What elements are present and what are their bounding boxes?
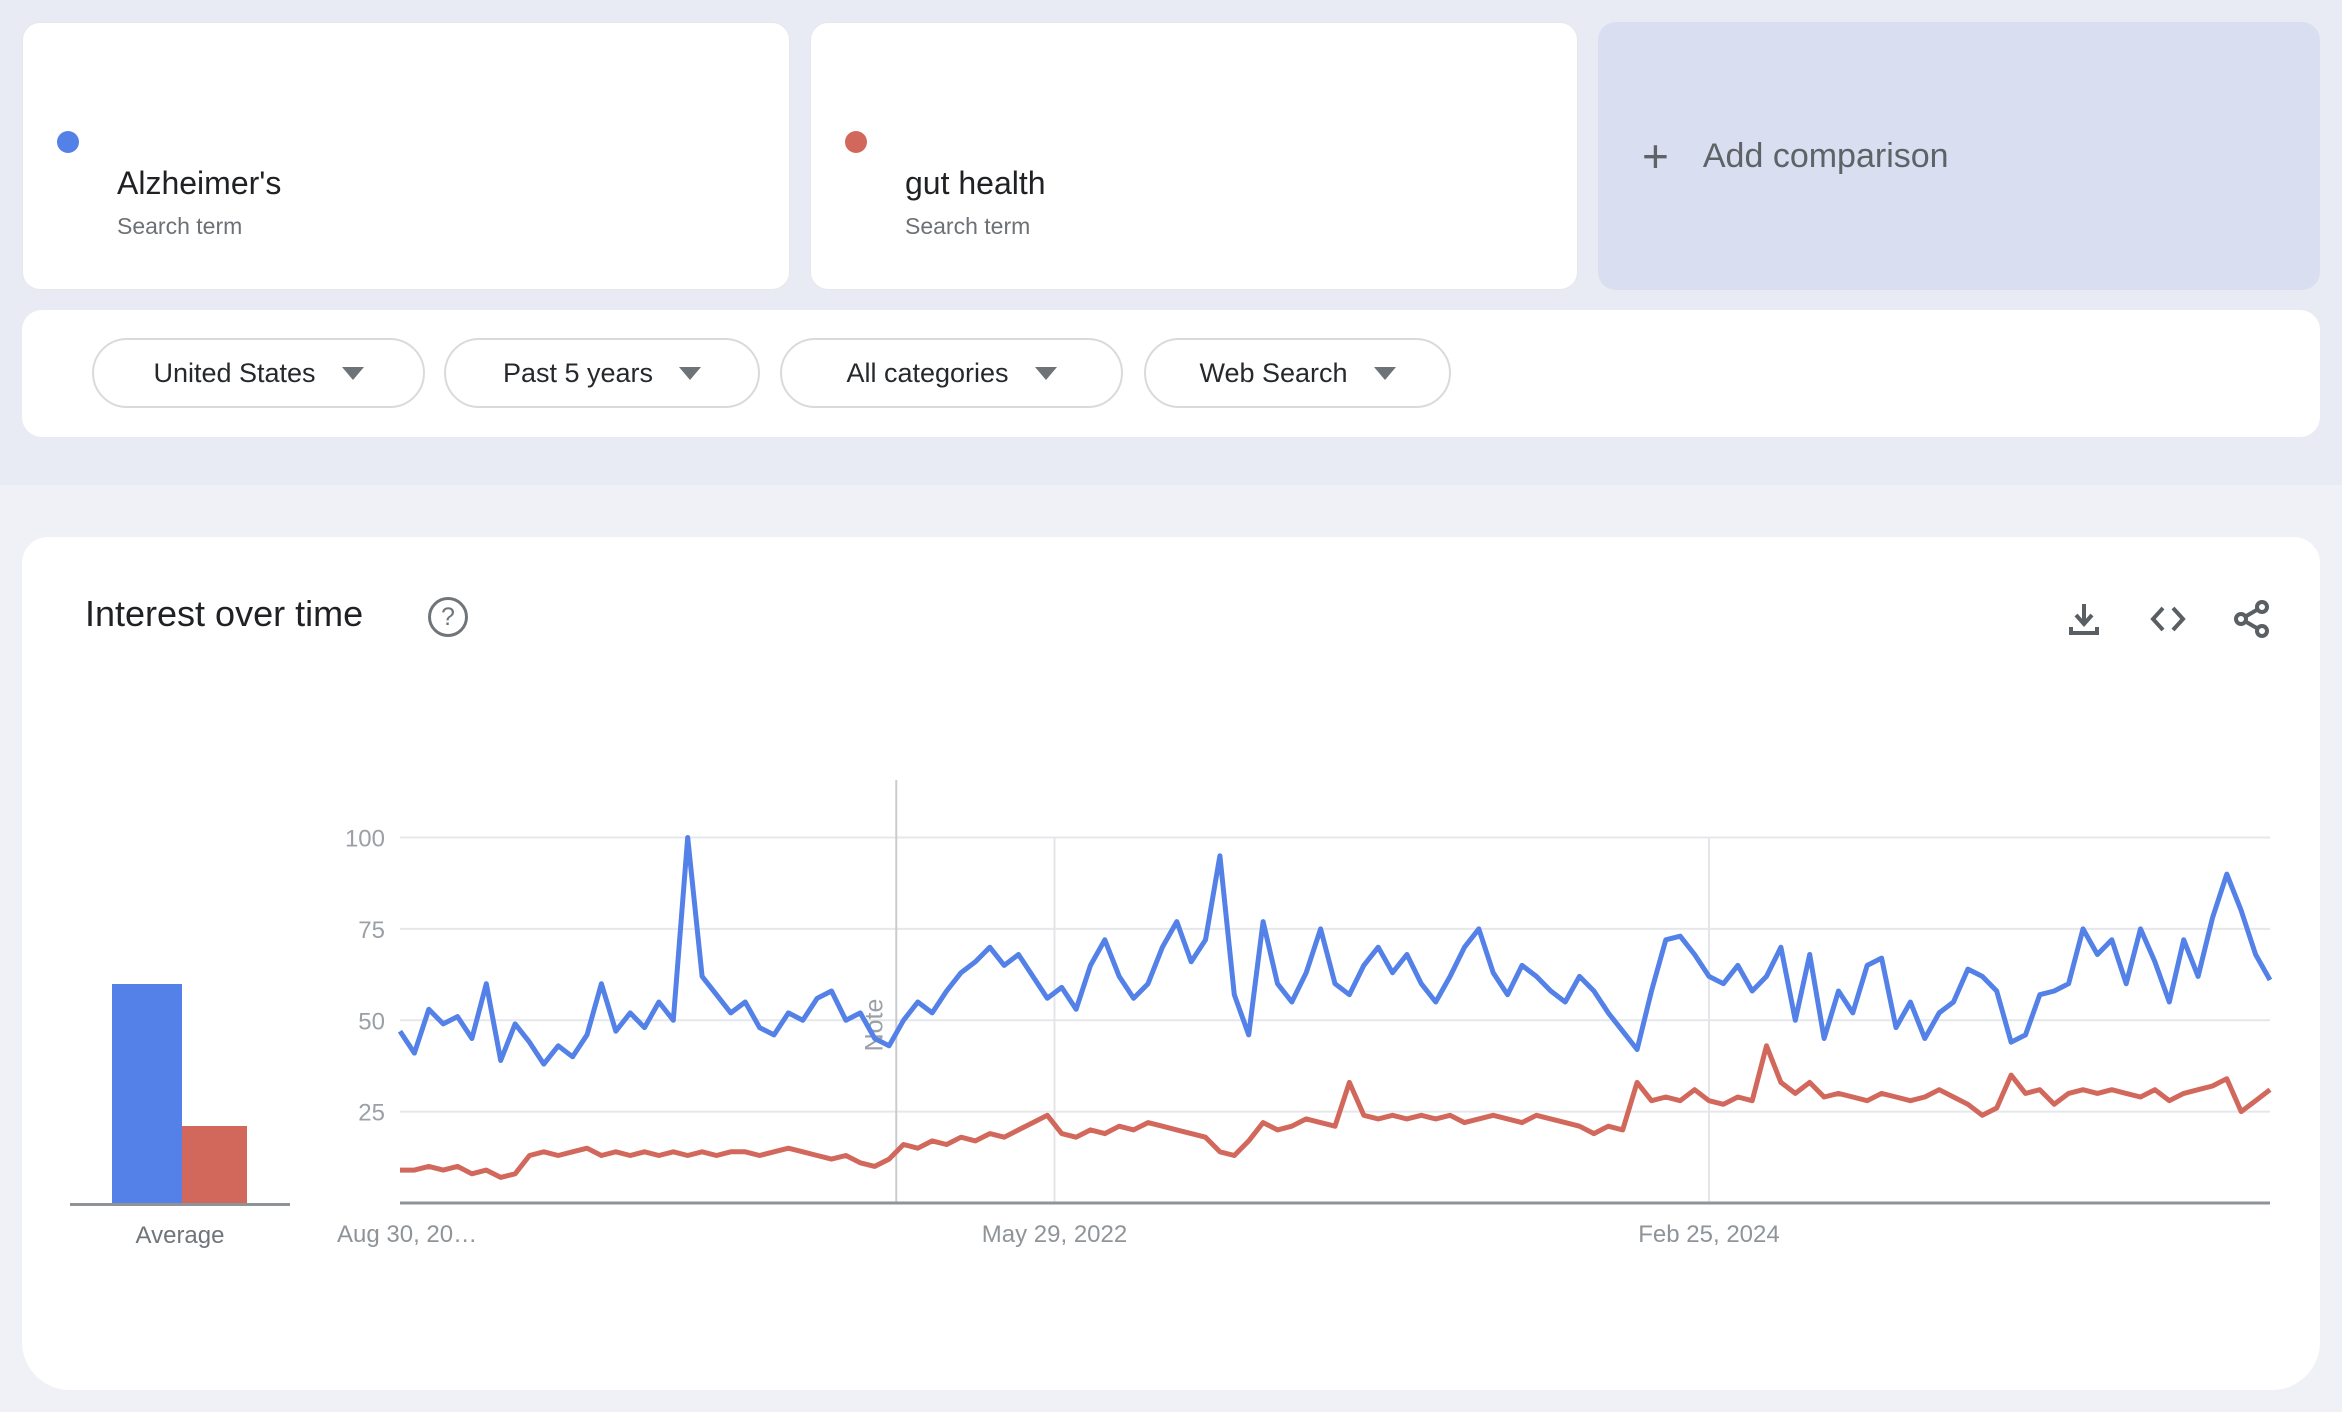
add-comparison-label: Add comparison	[1702, 136, 1949, 175]
y-axis-tick-label: 100	[345, 826, 385, 853]
y-axis-tick-label: 50	[358, 1008, 385, 1035]
search-type-filter-dropdown[interactable]: Web Search	[1144, 338, 1451, 408]
chevron-down-icon	[1373, 366, 1396, 380]
download-icon[interactable]	[2064, 599, 2104, 639]
share-icon[interactable]	[2232, 599, 2272, 639]
x-axis-tick-label: Feb 25, 2024	[1638, 1221, 1779, 1248]
average-axis-line	[70, 1203, 290, 1206]
term-card-alzheimers[interactable]: Alzheimer's Search term	[22, 22, 790, 290]
region-filter-value: United States	[153, 357, 316, 388]
search-type-filter-value: Web Search	[1199, 357, 1348, 388]
average-bar-alzheimers	[112, 984, 182, 1203]
term-subtitle: Search term	[905, 213, 1031, 239]
help-icon[interactable]: ?	[428, 597, 468, 637]
embed-code-icon[interactable]	[2148, 599, 2188, 639]
region-filter-dropdown[interactable]: United States	[92, 338, 425, 408]
chevron-down-icon	[1034, 366, 1057, 380]
chevron-down-icon	[679, 366, 702, 380]
y-axis-tick-label: 25	[358, 1100, 385, 1127]
average-bar-gut-health	[182, 1126, 247, 1203]
filter-bar: United States Past 5 years All categorie…	[22, 310, 2320, 437]
term-subtitle: Search term	[117, 213, 243, 239]
term-title: Alzheimer's	[117, 165, 282, 201]
category-filter-value: All categories	[846, 357, 1009, 388]
average-label: Average	[135, 1222, 225, 1249]
y-axis-tick-label: 75	[358, 917, 385, 944]
add-comparison-button[interactable]: + Add comparison	[1598, 22, 2320, 290]
interest-over-time-panel: Interest over time ?	[22, 537, 2320, 1390]
panel-actions	[2064, 599, 2272, 639]
chevron-down-icon	[341, 366, 364, 380]
average-bar-chart: Average	[70, 960, 290, 1260]
time-range-filter-value: Past 5 years	[502, 357, 654, 388]
category-filter-dropdown[interactable]: All categories	[780, 338, 1123, 408]
plus-icon: +	[1642, 130, 1669, 182]
panel-title: Interest over time	[85, 593, 364, 634]
trend-line-gut health	[400, 1043, 2272, 1180]
x-axis-tick-label: Aug 30, 20…	[337, 1221, 477, 1248]
term-card-gut-health[interactable]: gut health Search term	[810, 22, 1578, 290]
x-axis-tick-label: May 29, 2022	[982, 1221, 1127, 1248]
series-color-dot-red	[845, 131, 867, 153]
term-title: gut health	[905, 165, 1046, 201]
trend-line-Alzheimer's	[397, 835, 2273, 1067]
time-range-filter-dropdown[interactable]: Past 5 years	[444, 338, 760, 408]
series-color-dot-blue	[57, 131, 79, 153]
